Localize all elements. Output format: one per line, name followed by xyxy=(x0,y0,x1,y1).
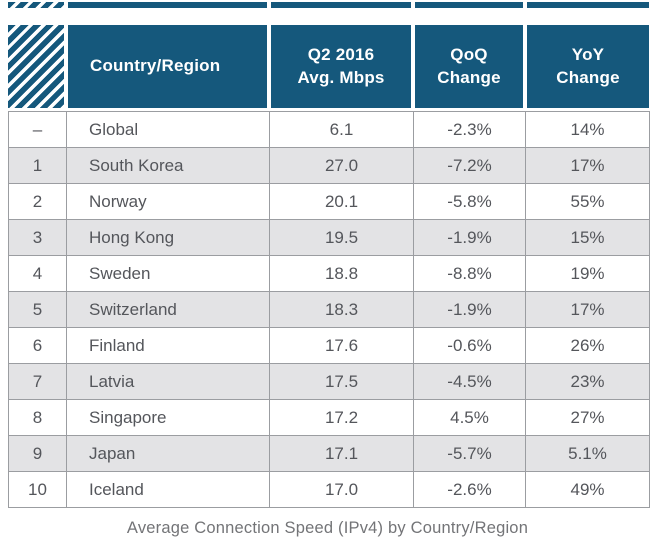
country-cell: Latvia xyxy=(66,363,270,400)
column-header-country-label: Country/Region xyxy=(90,56,221,76)
strip-segment xyxy=(271,2,411,8)
mbps-cell: 17.5 xyxy=(269,363,414,400)
figure-caption: Average Connection Speed (IPv4) by Count… xyxy=(126,519,529,537)
rank-cell: 2 xyxy=(8,183,67,220)
table-body: – Global 6.1 -2.3% 14% 1 South Korea 27.… xyxy=(8,111,650,508)
yoy-cell: 5.1% xyxy=(525,435,650,472)
mbps-cell: 27.0 xyxy=(269,147,414,184)
table-row: 10 Iceland 17.0 -2.6% 49% xyxy=(8,471,650,508)
qoq-cell: -8.8% xyxy=(413,255,526,292)
column-header-mbps: Q2 2016 Avg. Mbps xyxy=(271,25,411,108)
qoq-cell: -2.6% xyxy=(413,471,526,508)
strip-segment xyxy=(68,2,267,8)
rank-cell: 10 xyxy=(8,471,67,508)
mbps-cell: 18.3 xyxy=(269,291,414,328)
qoq-cell: -5.7% xyxy=(413,435,526,472)
strip-segment xyxy=(415,2,523,8)
qoq-cell: -0.6% xyxy=(413,327,526,364)
table-row: – Global 6.1 -2.3% 14% xyxy=(8,111,650,148)
table-row: 6 Finland 17.6 -0.6% 26% xyxy=(8,327,650,364)
rank-cell: 1 xyxy=(8,147,67,184)
qoq-cell: -2.3% xyxy=(413,111,526,148)
qoq-cell: -7.2% xyxy=(413,147,526,184)
yoy-cell: 14% xyxy=(525,111,650,148)
qoq-cell: -5.8% xyxy=(413,183,526,220)
table-row: 8 Singapore 17.2 4.5% 27% xyxy=(8,399,650,436)
rank-cell: 3 xyxy=(8,219,67,256)
rank-cell: 8 xyxy=(8,399,67,436)
country-cell: Finland xyxy=(66,327,270,364)
table-row: 9 Japan 17.1 -5.7% 5.1% xyxy=(8,435,650,472)
yoy-cell: 49% xyxy=(525,471,650,508)
country-cell: Iceland xyxy=(66,471,270,508)
mbps-cell: 17.2 xyxy=(269,399,414,436)
column-header-qoq: QoQ Change xyxy=(415,25,523,108)
column-header-mbps-line1: Q2 2016 xyxy=(307,45,375,65)
column-header-qoq-line1: QoQ xyxy=(450,45,488,65)
country-cell: Switzerland xyxy=(66,291,270,328)
hatched-corner-cell xyxy=(8,25,64,108)
rank-cell: – xyxy=(8,111,67,148)
country-cell: Japan xyxy=(66,435,270,472)
yoy-cell: 23% xyxy=(525,363,650,400)
yoy-cell: 27% xyxy=(525,399,650,436)
rank-cell: 4 xyxy=(8,255,67,292)
yoy-cell: 15% xyxy=(525,219,650,256)
rank-cell: 6 xyxy=(8,327,67,364)
yoy-cell: 19% xyxy=(525,255,650,292)
strip-hatch-segment xyxy=(8,2,64,8)
speed-table: – Global 6.1 -2.3% 14% 1 South Korea 27.… xyxy=(8,111,650,508)
yoy-cell: 17% xyxy=(525,147,650,184)
qoq-cell: -1.9% xyxy=(413,291,526,328)
table-row: 1 South Korea 27.0 -7.2% 17% xyxy=(8,147,650,184)
country-cell: Hong Kong xyxy=(66,219,270,256)
country-cell: Singapore xyxy=(66,399,270,436)
yoy-cell: 17% xyxy=(525,291,650,328)
rank-cell: 9 xyxy=(8,435,67,472)
mbps-cell: 20.1 xyxy=(269,183,414,220)
qoq-cell: 4.5% xyxy=(413,399,526,436)
country-cell: Global xyxy=(66,111,270,148)
mbps-cell: 6.1 xyxy=(269,111,414,148)
column-header-yoy: YoY Change xyxy=(527,25,649,108)
qoq-cell: -1.9% xyxy=(413,219,526,256)
table-row: 2 Norway 20.1 -5.8% 55% xyxy=(8,183,650,220)
mbps-cell: 17.6 xyxy=(269,327,414,364)
column-header-country: Country/Region xyxy=(68,25,267,108)
mbps-cell: 18.8 xyxy=(269,255,414,292)
column-header-yoy-line2: Change xyxy=(556,67,620,87)
rank-cell: 5 xyxy=(8,291,67,328)
column-header-yoy-line1: YoY xyxy=(571,45,605,65)
table-row: 4 Sweden 18.8 -8.8% 19% xyxy=(8,255,650,292)
yoy-cell: 55% xyxy=(525,183,650,220)
country-cell: South Korea xyxy=(66,147,270,184)
mbps-cell: 17.1 xyxy=(269,435,414,472)
table-row: 5 Switzerland 18.3 -1.9% 17% xyxy=(8,291,650,328)
mbps-cell: 19.5 xyxy=(269,219,414,256)
rank-cell: 7 xyxy=(8,363,67,400)
strip-segment xyxy=(527,2,649,8)
qoq-cell: -4.5% xyxy=(413,363,526,400)
mbps-cell: 17.0 xyxy=(269,471,414,508)
column-header-mbps-line2: Avg. Mbps xyxy=(297,67,385,87)
table-header: Country/Region Q2 2016 Avg. Mbps QoQ Cha… xyxy=(0,25,655,108)
column-header-qoq-line2: Change xyxy=(437,67,501,87)
table-row: 3 Hong Kong 19.5 -1.9% 15% xyxy=(8,219,650,256)
country-cell: Norway xyxy=(66,183,270,220)
table-row: 7 Latvia 17.5 -4.5% 23% xyxy=(8,363,650,400)
country-cell: Sweden xyxy=(66,255,270,292)
table-body-wrap: – Global 6.1 -2.3% 14% 1 South Korea 27.… xyxy=(8,111,650,508)
yoy-cell: 26% xyxy=(525,327,650,364)
